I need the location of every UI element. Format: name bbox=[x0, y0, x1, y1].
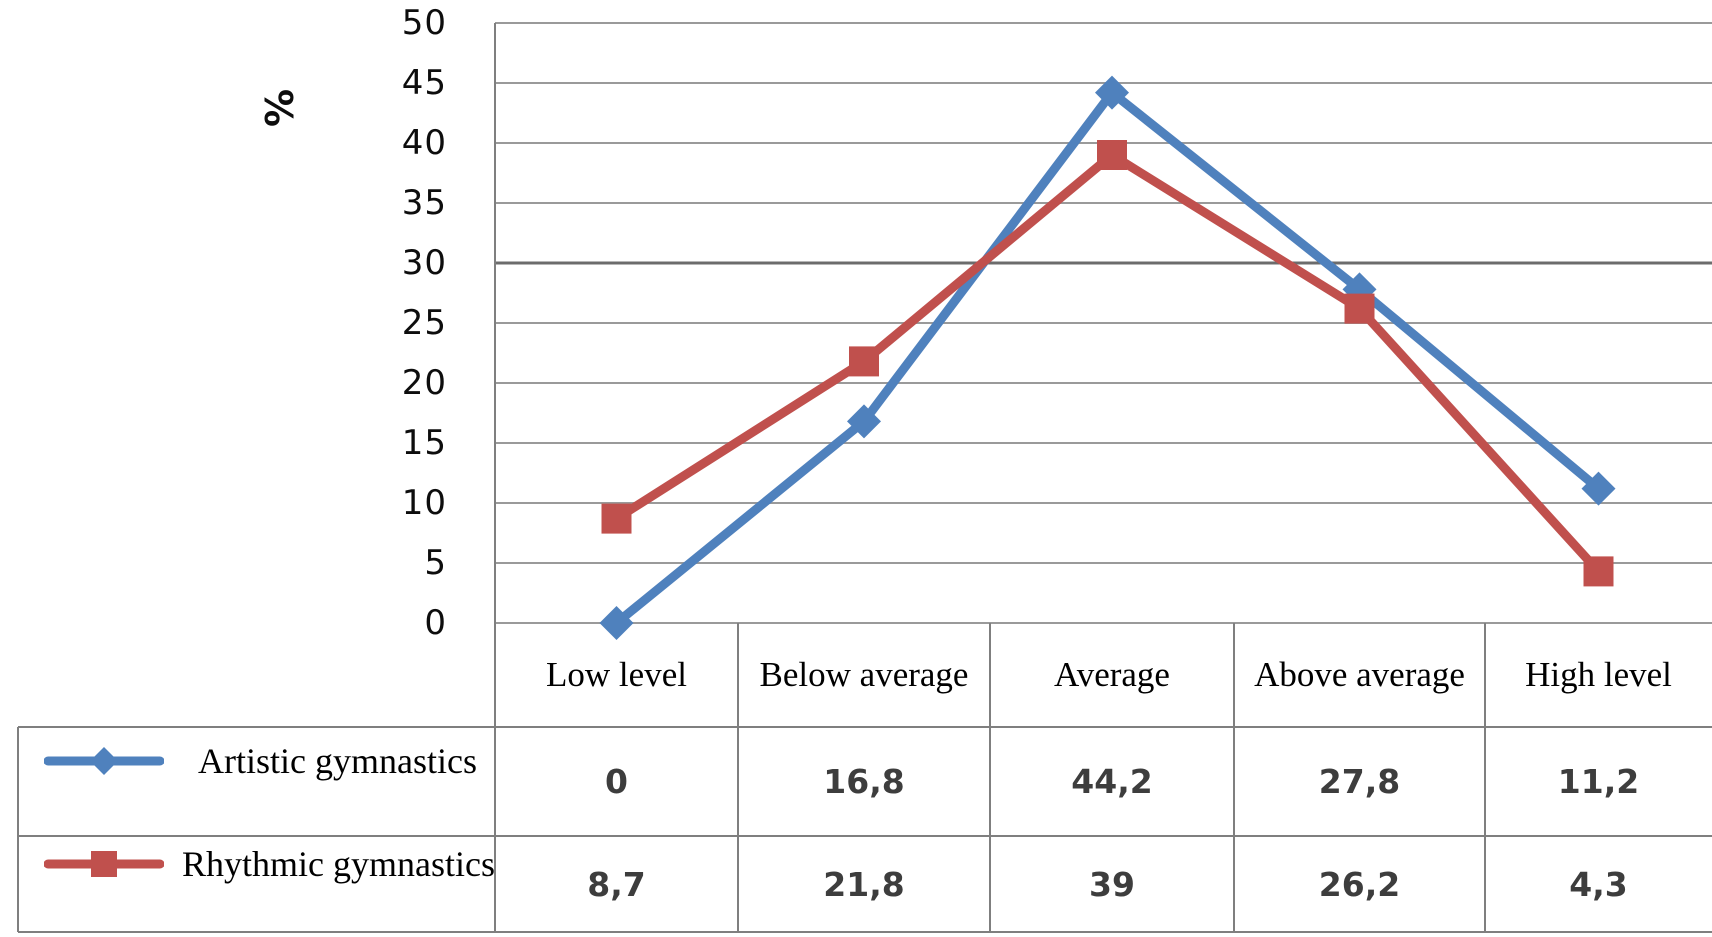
value-rhythmic-high: 4,3 bbox=[1569, 865, 1628, 904]
category-header-low-level: Low level bbox=[546, 655, 687, 694]
y-tick-10: 10 bbox=[401, 483, 447, 523]
legend-item-artistic-gymnastics: Artistic gymnastics bbox=[18, 727, 495, 836]
rhythmic-series-line-marker-icon bbox=[44, 850, 164, 877]
y-tick-15: 15 bbox=[401, 423, 447, 463]
y-tick-40: 40 bbox=[401, 123, 447, 163]
artistic-series-line-marker-icon bbox=[44, 746, 164, 775]
legend-label-artistic: Artistic gymnastics bbox=[198, 740, 477, 781]
value-rhythmic-above: 26,2 bbox=[1318, 865, 1401, 904]
value-artistic-high: 11,2 bbox=[1557, 762, 1640, 801]
y-tick-45: 45 bbox=[401, 63, 447, 103]
category-header-below-average: Below average bbox=[759, 655, 969, 694]
legend-label-rhythmic: Rhythmic gymnastics bbox=[182, 843, 495, 884]
category-header-average: Average bbox=[1054, 655, 1170, 694]
legend-item-rhythmic-gymnastics: Rhythmic gymnastics bbox=[18, 836, 495, 933]
y-tick-20: 20 bbox=[401, 363, 447, 403]
y-tick-35: 35 bbox=[401, 183, 447, 223]
y-axis-title: % bbox=[258, 88, 302, 128]
value-rhythmic-low: 8,7 bbox=[587, 865, 646, 904]
y-tick-25: 25 bbox=[401, 303, 447, 343]
y-tick-5: 5 bbox=[424, 543, 447, 583]
y-tick-30: 30 bbox=[401, 243, 447, 283]
value-artistic-below: 16,8 bbox=[823, 762, 905, 801]
category-header-high-level: High level bbox=[1525, 655, 1672, 694]
value-rhythmic-average: 39 bbox=[1089, 865, 1135, 904]
value-rhythmic-below: 21,8 bbox=[823, 865, 905, 904]
y-tick-0: 0 bbox=[424, 603, 447, 643]
value-artistic-low: 0 bbox=[605, 762, 628, 801]
value-artistic-average: 44,2 bbox=[1071, 762, 1153, 801]
value-artistic-above: 27,8 bbox=[1318, 762, 1401, 801]
y-tick-50: 50 bbox=[401, 3, 447, 43]
category-header-above-average: Above average bbox=[1254, 655, 1465, 694]
